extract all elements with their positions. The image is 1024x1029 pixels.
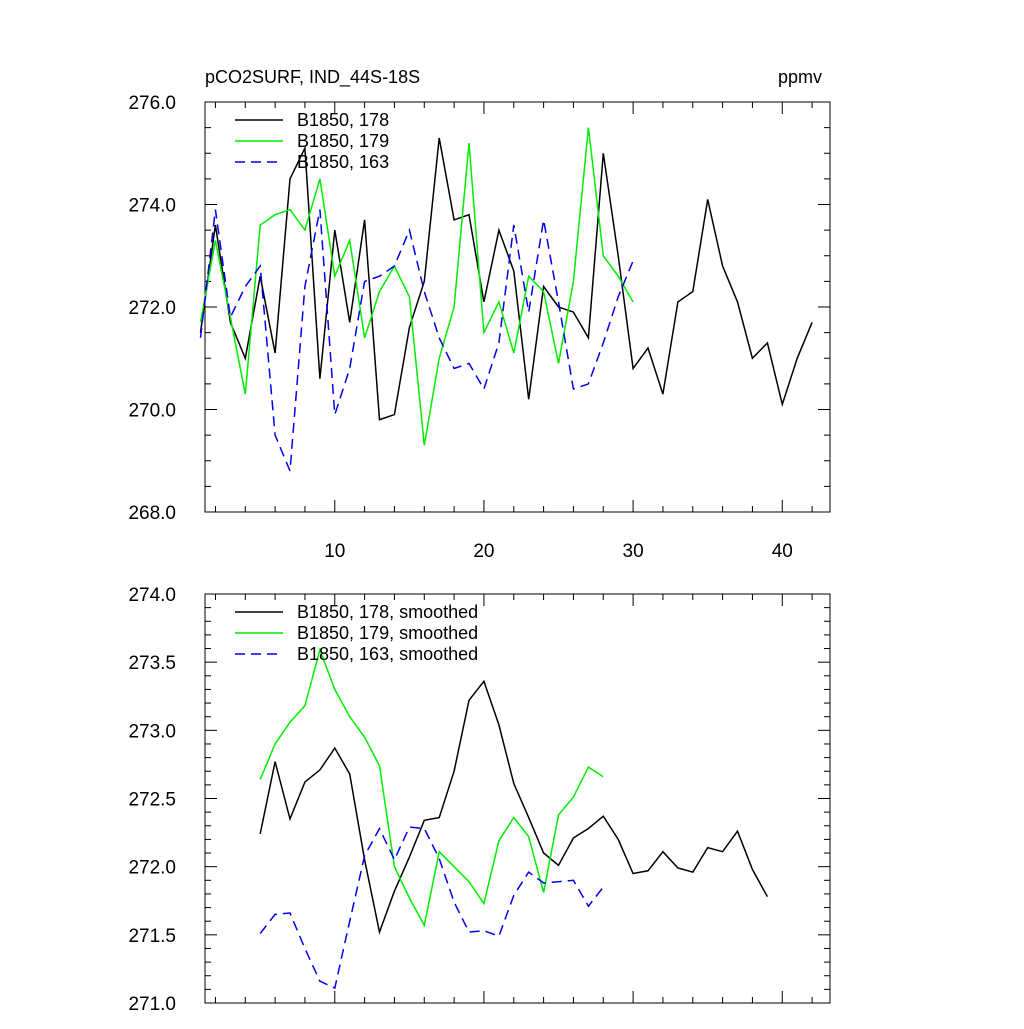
- x-tick-label: 40: [772, 541, 793, 562]
- y-tick-label: 272.0: [128, 298, 176, 319]
- y-tick-label: 272.5: [128, 790, 176, 811]
- y-tick-label: 270.0: [128, 401, 176, 422]
- x-tick-label: 10: [324, 541, 345, 562]
- y-tick-label: 271.0: [128, 994, 176, 1015]
- y-tick-label: 274.0: [128, 196, 176, 217]
- y-tick-label: 268.0: [128, 503, 176, 524]
- y-tick-label: 271.5: [128, 926, 176, 947]
- y-tick-label: 276.0: [128, 93, 176, 114]
- series-line-1: [199, 137, 813, 421]
- y-tick-label: 273.5: [128, 653, 176, 674]
- y-tick-label: 273.0: [128, 721, 176, 742]
- chart-title: pCO2SURF, IND_44S-18S: [205, 67, 420, 88]
- series-line-2: [199, 127, 634, 446]
- legend-label-2: B1850, 179: [297, 131, 389, 151]
- chart-panel-1: pCO2SURF, IND_44S-18S ppmv 268.0 270.0 272.0…: [128, 67, 831, 562]
- legend-label-3: B1850, 163, smoothed: [297, 644, 478, 664]
- legend-label-3: B1850, 163: [297, 152, 389, 172]
- legend-label-2: B1850, 179, smoothed: [297, 623, 478, 643]
- units-label: ppmv: [778, 67, 822, 87]
- series-line-1: [259, 679, 769, 935]
- series-line-3: [199, 209, 634, 472]
- legend-label-1: B1850, 178: [297, 110, 389, 130]
- y-tick-label: 272.0: [128, 858, 176, 879]
- chart-panel-2: 271.0 271.5 272.0 272.5 273.0 273.5 274.0 B1850…: [128, 585, 831, 1015]
- series-line-2: [259, 647, 604, 928]
- y-tick-label: 274.0: [128, 585, 176, 606]
- legend-label-1: B1850, 178, smoothed: [297, 602, 478, 622]
- x-tick-label: 30: [623, 541, 644, 562]
- x-tick-label: 20: [473, 541, 494, 562]
